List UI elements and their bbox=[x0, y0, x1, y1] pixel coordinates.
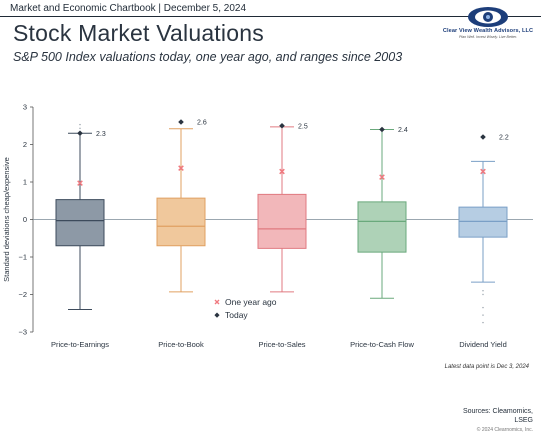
legend-today-label: Today bbox=[225, 310, 248, 320]
today-marker bbox=[379, 126, 385, 133]
y-tick-label: 2 bbox=[23, 140, 27, 149]
footnote: Latest data point is Dec 3, 2024 bbox=[444, 364, 529, 370]
y-tick-label: 1 bbox=[23, 178, 27, 187]
iqr-box bbox=[156, 197, 206, 247]
legend-one-year-ago-label: One year ago bbox=[225, 297, 277, 307]
y-tick-label: 0 bbox=[23, 215, 27, 224]
box-dividend-yield bbox=[458, 134, 508, 324]
outlier-point bbox=[482, 290, 484, 292]
y-tick-label: 3 bbox=[23, 103, 27, 112]
y-tick-label: −3 bbox=[18, 328, 27, 337]
today-marker bbox=[77, 130, 83, 137]
valuation-box-chart: −3 −2 −1 0 1 2 3 Standard deviations cheap/expe… bbox=[2, 103, 533, 349]
today-value-label: 2.4 bbox=[398, 127, 408, 134]
one-year-ago-marker bbox=[77, 180, 83, 186]
iqr-box bbox=[257, 193, 307, 249]
today-value-label: 2.6 bbox=[197, 120, 207, 127]
today-marker bbox=[178, 119, 184, 125]
x-tick-label: Price-to-Book bbox=[158, 340, 204, 349]
iqr-box bbox=[55, 199, 105, 247]
today-value-label: 2.5 bbox=[298, 123, 308, 130]
outlier-point bbox=[482, 321, 484, 324]
copyright: © 2024 Clearnomics, Inc. bbox=[476, 427, 533, 433]
x-tick-label: Price-to-Cash Flow bbox=[350, 340, 414, 349]
page-subtitle: S&P 500 Index valuations today, one year… bbox=[13, 50, 403, 64]
box-price-to-sales bbox=[257, 122, 307, 293]
one-year-ago-marker bbox=[379, 174, 385, 180]
one-year-ago-marker bbox=[279, 168, 285, 175]
sources: Sources: Cleamomics, LSEG bbox=[463, 407, 533, 425]
x-tick-label: Dividend Yield bbox=[459, 340, 507, 349]
sources-line-1: Sources: Cleamomics, bbox=[462, 408, 533, 415]
logo-tagline: Plan Well. Invest Wisely. Live Better. bbox=[458, 35, 518, 39]
box-price-to-cash-flow bbox=[357, 126, 407, 299]
iqr-box bbox=[357, 201, 407, 253]
y-axis-label: Standard deviations cheap/expensive bbox=[2, 157, 11, 282]
outlier-point bbox=[79, 127, 81, 130]
logo-name: Clear View Wealth Advisors, LLC bbox=[442, 28, 534, 34]
one-year-ago-marker bbox=[178, 165, 184, 171]
today-marker bbox=[480, 134, 486, 140]
one-year-ago-marker bbox=[480, 168, 486, 175]
header-divider bbox=[0, 16, 541, 17]
legend-today-marker bbox=[214, 312, 220, 318]
outlier-point bbox=[79, 123, 81, 126]
y-tick-label: −2 bbox=[18, 290, 27, 299]
today-value-label: 2.2 bbox=[499, 135, 509, 142]
y-tick-label: −1 bbox=[18, 253, 27, 262]
chartbook-header: Market and Economic Chartbook | December… bbox=[10, 3, 247, 14]
outlier-point bbox=[482, 293, 484, 296]
today-marker bbox=[279, 122, 285, 129]
legend-one-year-ago-marker bbox=[214, 299, 220, 305]
outlier-point bbox=[482, 306, 484, 309]
outlier-point bbox=[482, 314, 484, 316]
box-price-to-book bbox=[156, 119, 206, 293]
today-value-label: 2.3 bbox=[96, 131, 106, 138]
x-tick-label: Price-to-Earnings bbox=[51, 340, 109, 349]
box-price-to-earnings bbox=[55, 123, 105, 310]
sources-line-2: LSEG bbox=[514, 417, 533, 424]
logo-eye-icon bbox=[468, 7, 508, 27]
page-title: Stock Market Valuations bbox=[13, 20, 264, 46]
iqr-box bbox=[458, 206, 508, 238]
x-tick-label: Price-to-Sales bbox=[258, 340, 305, 349]
